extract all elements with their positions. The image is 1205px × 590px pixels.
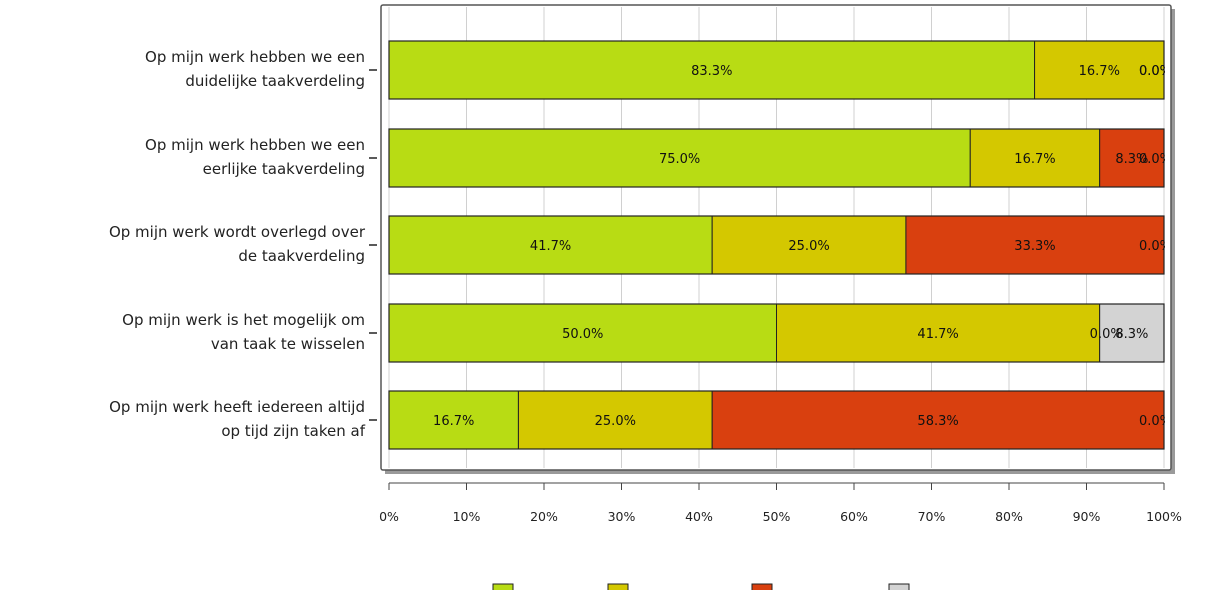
x-tick-label: 20% (530, 509, 558, 524)
x-tick-label: 90% (1073, 509, 1101, 524)
data-label: 0.0% (1090, 327, 1123, 342)
legend-swatch (751, 583, 773, 590)
bar-outline (388, 215, 1165, 275)
data-label: 0.0% (1139, 64, 1172, 79)
data-label: 25.0% (595, 414, 636, 429)
data-label: 0.0% (1139, 64, 1172, 79)
x-tick-label: 40% (685, 509, 713, 524)
data-label: 16.7% (1079, 64, 1120, 79)
data-label: 8.3% (1115, 327, 1148, 342)
category-label: Op mijn werk heeft iedereen altijd (109, 398, 365, 416)
x-tick-label: 80% (995, 509, 1023, 524)
category-label: Op mijn werk hebben we een (145, 48, 365, 66)
data-label: 0.0% (1139, 414, 1172, 429)
bar-segment (388, 303, 777, 363)
category-label: van taak te wisselen (211, 335, 365, 353)
x-tick-label: 0% (379, 509, 399, 524)
data-label: 41.7% (530, 239, 571, 254)
bar-outline (388, 390, 1165, 450)
x-tick-label: 60% (840, 509, 868, 524)
x-tick-label: 50% (763, 509, 791, 524)
bar-segment (1099, 128, 1165, 188)
data-label: 58.3% (917, 414, 958, 429)
bar-outline (388, 128, 1165, 188)
category-label: Op mijn werk hebben we een (145, 136, 365, 154)
bar-segment (517, 390, 713, 450)
legend-swatch (888, 583, 910, 590)
bar-outline (388, 303, 1165, 363)
x-tick-label: 100% (1146, 509, 1182, 524)
bar-segment (776, 303, 1101, 363)
bar-outline (388, 40, 1165, 100)
data-label: 0.0% (1139, 152, 1172, 167)
bar-segment (711, 215, 907, 275)
bar-segment (388, 40, 1036, 100)
bar-segment (711, 390, 1165, 450)
category-label: de taakverdeling (238, 247, 365, 265)
category-label: duidelijke taakverdeling (185, 72, 365, 90)
data-label: 75.0% (659, 152, 700, 167)
data-label: 16.7% (1014, 152, 1055, 167)
legend-swatch (492, 583, 514, 590)
data-label: 83.3% (691, 64, 732, 79)
category-label: Op mijn werk wordt overlegd over (109, 223, 366, 241)
bar-segment (388, 390, 519, 450)
x-tick-label: 70% (918, 509, 946, 524)
category-label: op tijd zijn taken af (221, 422, 365, 440)
x-tick-label: 10% (453, 509, 481, 524)
data-label: 50.0% (562, 327, 603, 342)
data-label: 0.0% (1139, 239, 1172, 254)
bar-segment (969, 128, 1101, 188)
data-label: 41.7% (917, 327, 958, 342)
data-label: 25.0% (788, 239, 829, 254)
bar-segment (1034, 40, 1165, 100)
legend-swatch (607, 583, 629, 590)
x-tick-label: 30% (608, 509, 636, 524)
data-label: 8.3% (1115, 152, 1148, 167)
bar-segment (905, 215, 1165, 275)
data-label: 33.3% (1014, 239, 1055, 254)
data-label: 16.7% (433, 414, 474, 429)
category-label: Op mijn werk is het mogelijk om (122, 311, 365, 329)
category-label: eerlijke taakverdeling (203, 160, 365, 178)
